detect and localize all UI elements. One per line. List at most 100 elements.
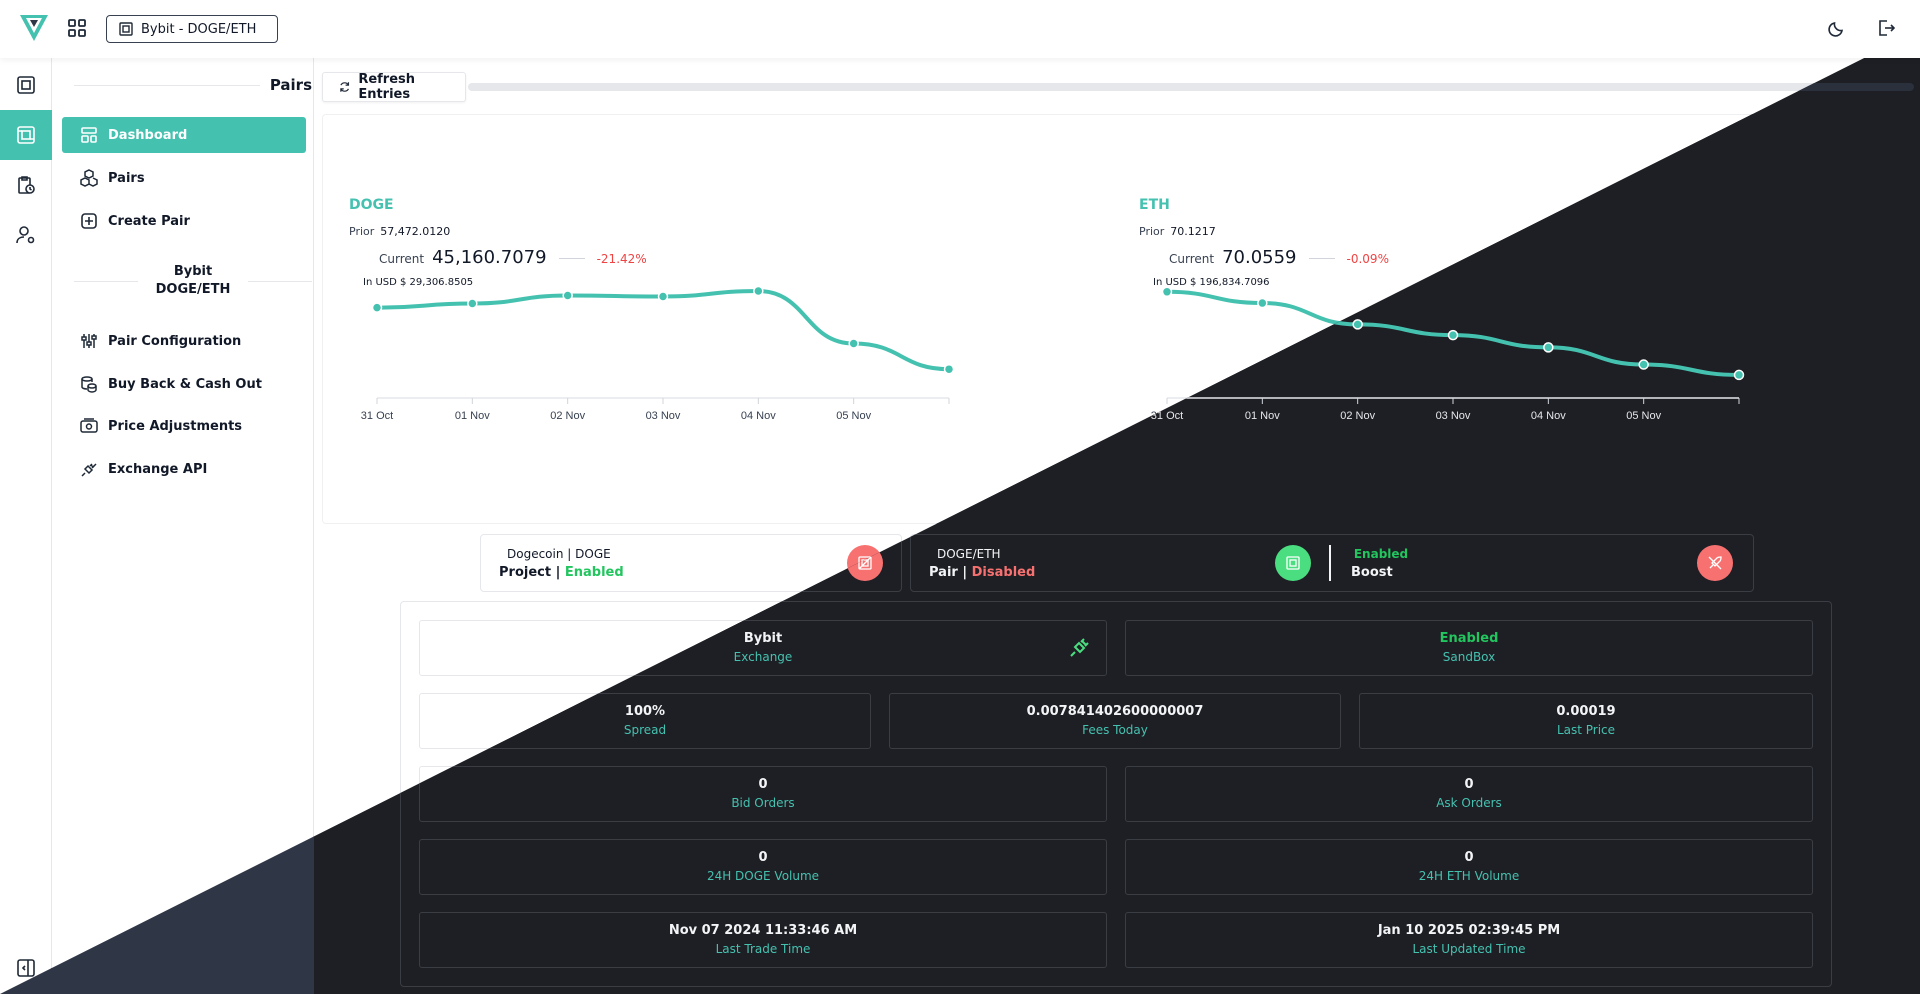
pair-status-line: Pair | Disabled [929,565,1035,580]
series-line [375,288,951,372]
sidebar-item-label: Pairs [108,170,145,186]
stat-label: SandBox [1442,650,1496,664]
apps-grid-icon[interactable] [68,19,86,37]
divider [74,84,260,86]
sidebar-item-dashboard[interactable]: Dashboard [62,117,306,153]
stat-value: Bybit [743,631,783,646]
rail-reports-button[interactable] [0,160,52,210]
stat-ask-orders: 0 Ask Orders [1125,766,1813,822]
sliders-icon [81,334,97,348]
pair-status-label: Pair | [929,565,972,580]
pair-stats-panel: Bybit Exchange Enabled SandBox 100% Spre… [400,601,1832,987]
sidebar-subheading: Bybit DOGE/ETH [74,263,312,299]
stat-last-trade-time: Nov 07 2024 11:33:46 AM Last Trade Time [419,912,1107,968]
boost-status: Enabled [1353,547,1409,561]
context-label: Bybit - DOGE/ETH [141,21,257,37]
refresh-label: Refresh Entries [358,72,416,102]
pair-name: DOGE/ETH [937,547,1001,561]
stat-label: 24H DOGE Volume [706,869,820,883]
stat-label: Last Price [1556,723,1616,737]
stat-value: 0 [758,850,768,865]
sidebar-heading: Pairs [74,76,312,94]
data-point[interactable] [848,338,859,349]
stat-value: 0 [1464,777,1474,792]
brand-logo-icon[interactable] [20,15,48,41]
x-tick-label: 01 Nov [455,410,490,422]
price-icon [80,418,98,433]
context-selector-button[interactable]: Bybit - DOGE/ETH [106,15,278,43]
exchange-plug-icon[interactable] [1068,635,1092,659]
clipboard-clock-icon [18,176,35,194]
disable-boost-button[interactable] [1697,545,1733,581]
stat-exchange: Bybit Exchange [419,620,1107,676]
pairs-frame-icon [17,126,35,144]
sidebar-item-label: Buy Back & Cash Out [108,376,262,392]
stat-eth-volume: 0 24H ETH Volume [1125,839,1813,895]
stat-value: 100% [624,704,666,719]
data-point[interactable] [1733,369,1745,381]
stat-last-updated-time: Jan 10 2025 02:39:45 PM Last Updated Tim… [1125,912,1813,968]
square-frame-icon [17,76,35,94]
refresh-entries-button[interactable]: Refresh Entries [322,72,466,102]
sidebar-item-pairs[interactable]: Pairs [62,160,306,196]
collapse-sidebar-icon[interactable] [16,958,36,978]
data-point[interactable] [371,302,383,313]
refresh-icon [340,82,350,92]
x-tick-label: 31 Oct [1151,410,1183,422]
data-point[interactable] [1447,329,1459,341]
pair-on-icon [1286,556,1300,570]
sidebar-item-label: Exchange API [108,461,208,477]
stat-value: 0.007841402600000007 [1026,704,1204,719]
sidebar-item-create-pair[interactable]: Create Pair [62,203,306,239]
stat-label: Ask Orders [1436,796,1502,810]
stat-value: 0 [1464,850,1474,865]
x-tick-label: 04 Nov [1531,410,1566,422]
dashboard-icon [81,127,97,143]
data-point[interactable] [1543,342,1554,353]
rail-projects-button[interactable] [0,60,52,110]
sidebar-item-exchange-api[interactable]: Exchange API [62,451,306,487]
enable-pair-button[interactable] [1275,545,1311,581]
doge-line-chart: 31 Oct 01 Nov 02 Nov 03 Nov 04 Nov 05 Nov [361,285,955,422]
sidebar-item-label: Create Pair [108,213,190,229]
eth-line-chart: 31 Oct 01 Nov 02 Nov 03 Nov 04 Nov 05 Nov [1151,286,1745,422]
logout-icon[interactable] [1877,19,1895,37]
x-tick-label: 01 Nov [1245,410,1280,422]
sidebar-item-price-adjustments[interactable]: Price Adjustments [62,408,306,444]
data-point[interactable] [753,285,764,297]
data-point[interactable] [467,298,478,309]
data-point[interactable] [562,290,573,301]
data-point[interactable] [1257,297,1268,309]
x-tick-label: 04 Nov [741,410,776,422]
rail-pairs-button[interactable] [0,110,52,160]
theme-toggle-moon-icon[interactable] [1828,19,1846,37]
x-tick-label: 03 Nov [1436,410,1471,422]
data-point[interactable] [1161,286,1173,298]
stat-sandbox: Enabled SandBox [1125,620,1813,676]
sidebar-item-pair-configuration[interactable]: Pair Configuration [62,323,306,359]
sidebar-item-buy-back[interactable]: Buy Back & Cash Out [62,366,306,402]
pair-status-card: DOGE/ETH Pair | Disabled Enabled Boost [910,534,1754,592]
data-point[interactable] [943,363,955,375]
x-tick-label: 05 Nov [1626,410,1661,422]
stat-label: Spread [623,723,667,737]
data-point[interactable] [657,291,669,302]
data-point[interactable] [1638,359,1649,370]
icon-rail [0,58,52,994]
rail-users-button[interactable] [0,210,52,260]
stat-fees-today: 0.007841402600000007 Fees Today [889,693,1341,749]
project-status-card: Dogecoin | DOGE Project | Enabled [480,534,902,592]
project-status-line: Project | Enabled [499,565,624,580]
data-point[interactable] [1352,319,1363,330]
divider [1329,545,1331,581]
stat-value: Enabled [1439,631,1499,646]
stat-label: Fees Today [1082,723,1148,737]
stat-label: Bid Orders [731,796,795,810]
stat-value: 0 [758,777,768,792]
plus-square-icon [81,213,97,229]
disable-project-button[interactable] [847,545,883,581]
divider [74,280,138,282]
